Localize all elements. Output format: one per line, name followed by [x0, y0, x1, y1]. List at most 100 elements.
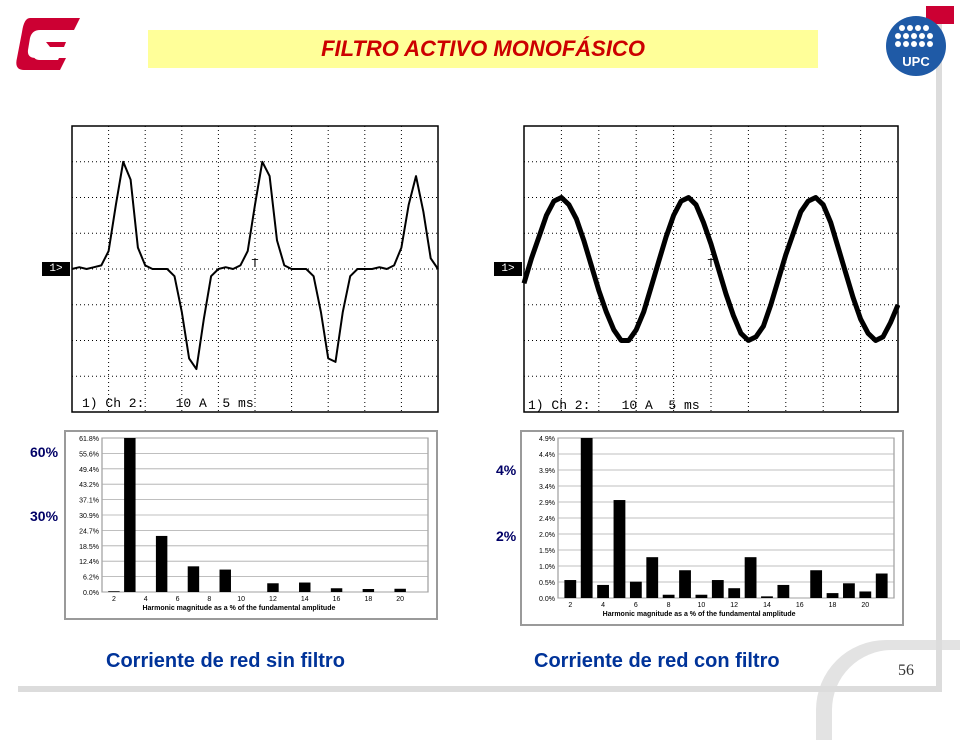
x-tick-label: 2 — [568, 602, 572, 609]
upc-logo-icon: UPC — [878, 6, 954, 78]
y-tick-label: 37.1% — [79, 498, 99, 505]
harmonic-bar — [187, 566, 200, 592]
x-axis-label: Harmonic magnitude as a % of the fundame… — [603, 611, 796, 618]
x-tick-label: 4 — [144, 596, 148, 603]
y-tick-label: 43.2% — [79, 482, 99, 489]
harmonic-bar — [394, 588, 406, 592]
harmonic-bar — [826, 593, 839, 598]
scope-screen — [523, 125, 899, 413]
x-tick-label: 18 — [829, 602, 837, 609]
y-tick-label: 12.4% — [79, 559, 99, 566]
harmonic-bar — [362, 589, 375, 592]
y-tick-label: 3.4% — [539, 484, 555, 491]
waveform-series — [521, 195, 900, 343]
harmonics-chart-con-filtro-svg: 4.9% 4.4% 3.9% 3.4% 2.9% 2.4% 2.0% 1.5% 1.0% 0.5%… — [539, 436, 895, 618]
x-tick-label: 10 — [698, 602, 706, 609]
x-tick-label: 20 — [396, 596, 404, 603]
y-tick-label: 18.5% — [79, 544, 99, 551]
title-bar: FILTRO ACTIVO MONOFÁSICO — [148, 30, 818, 68]
x-tick-label: 6 — [176, 596, 180, 603]
harmonic-bar — [662, 594, 675, 598]
side-label-2: 2% — [496, 528, 517, 544]
y-tick-label: 2.9% — [539, 500, 555, 507]
scope-label: 1) Ch 2: 10 A 5 ms — [82, 396, 254, 411]
y-tick-label: 61.8% — [79, 436, 99, 443]
harmonic-bar — [711, 580, 724, 598]
x-tick-label: 12 — [730, 602, 738, 609]
harmonic-bar — [679, 570, 691, 598]
x-tick-label: 8 — [207, 596, 211, 603]
x-tick-label: 18 — [364, 596, 372, 603]
harmonic-bar — [613, 500, 626, 598]
harmonics-chart-con-filtro: 4.9% 4.4% 3.9% 3.4% 2.9% 2.4% 2.0% 1.5% 1.0% 0.5%… — [520, 430, 904, 626]
page-number: 56 — [898, 662, 914, 679]
oscilloscope-sin-filtro: T 1> 1) Ch 2: 10 A 5 ms — [42, 124, 440, 414]
harmonic-bar — [777, 584, 790, 598]
harmonic-bar — [646, 557, 659, 598]
oscilloscope-con-filtro: T 1> 1) Ch 2: 10 A 5 ms — [494, 124, 900, 414]
harmonic-bar — [267, 583, 279, 592]
y-tick-label: 0.0% — [539, 596, 555, 603]
y-tick-label: 1.5% — [539, 548, 555, 555]
y-tick-label: 0.5% — [539, 580, 555, 587]
x-tick-label: 20 — [861, 602, 869, 609]
x-tick-label: 16 — [796, 602, 804, 609]
harmonic-bar — [859, 591, 872, 598]
harmonic-bar — [744, 557, 757, 598]
x-tick-label: 10 — [237, 596, 245, 603]
x-tick-label: 14 — [763, 602, 771, 609]
harmonic-bar — [629, 581, 642, 598]
x-tick-label: 16 — [333, 596, 341, 603]
y-tick-label: 1.0% — [539, 564, 555, 571]
caption-sin-filtro: Corriente de red sin filtro — [106, 650, 345, 672]
y-tick-label: 3.9% — [539, 468, 555, 475]
harmonic-bar — [875, 573, 888, 598]
upc-logo-text: UPC — [902, 54, 930, 69]
harmonics-chart-sin-filtro: 61.8% 55.6% 49.4% 43.2% 37.1% 30.9% 24.7% 18.5%… — [64, 430, 438, 620]
side-label-30: 30% — [30, 508, 59, 524]
harmonic-bar — [761, 596, 773, 598]
x-tick-label: 12 — [269, 596, 277, 603]
harmonic-bar — [330, 588, 343, 592]
y-tick-label: 4.4% — [539, 452, 555, 459]
slide-frame — [18, 20, 942, 692]
x-tick-label: 6 — [634, 602, 638, 609]
waveform-series — [71, 160, 439, 371]
harmonic-bar — [728, 588, 741, 598]
harmonic-bar — [155, 535, 168, 592]
channel-marker: 1> — [494, 262, 522, 276]
y-tick-label: 55.6% — [79, 451, 99, 458]
trigger-marker: T — [251, 257, 258, 271]
y-tick-label: 49.4% — [79, 467, 99, 474]
harmonic-bar — [695, 594, 708, 598]
c-logo-icon — [16, 14, 88, 74]
x-tick-label: 4 — [601, 602, 605, 609]
channel-marker: 1> — [42, 262, 70, 276]
harmonics-chart-sin-filtro-svg: 61.8% 55.6% 49.4% 43.2% 37.1% 30.9% 24.7% 18.5%… — [79, 436, 429, 612]
x-tick-label: 2 — [112, 596, 116, 603]
harmonic-bar — [219, 569, 231, 592]
y-tick-label: 0.0% — [83, 590, 99, 597]
scope-label: 1) Ch 2: 10 A 5 ms — [528, 398, 700, 413]
harmonic-bar — [124, 438, 136, 592]
x-axis-label: Harmonic magnitude as a % of the fundame… — [142, 605, 335, 612]
x-tick-label: 14 — [301, 596, 309, 603]
harmonic-bar — [580, 438, 593, 598]
y-tick-label: 6.2% — [83, 575, 99, 582]
harmonic-bar — [108, 591, 120, 592]
harmonic-bar — [843, 583, 855, 598]
trigger-marker: T — [707, 257, 714, 271]
y-tick-label: 30.9% — [79, 513, 99, 520]
caption-con-filtro: Corriente de red con filtro — [534, 650, 780, 672]
side-label-4: 4% — [496, 462, 517, 478]
x-tick-label: 8 — [667, 602, 671, 609]
harmonic-bar — [810, 570, 823, 598]
y-tick-label: 24.7% — [79, 528, 99, 535]
y-tick-label: 2.4% — [539, 516, 555, 523]
harmonic-bar — [299, 582, 311, 592]
oscilloscope-con-filtro-svg: T — [521, 125, 900, 413]
harmonic-bar — [564, 580, 577, 598]
y-tick-label: 4.9% — [539, 436, 555, 443]
oscilloscope-sin-filtro-svg: T — [71, 125, 439, 413]
harmonic-bar — [597, 584, 609, 598]
